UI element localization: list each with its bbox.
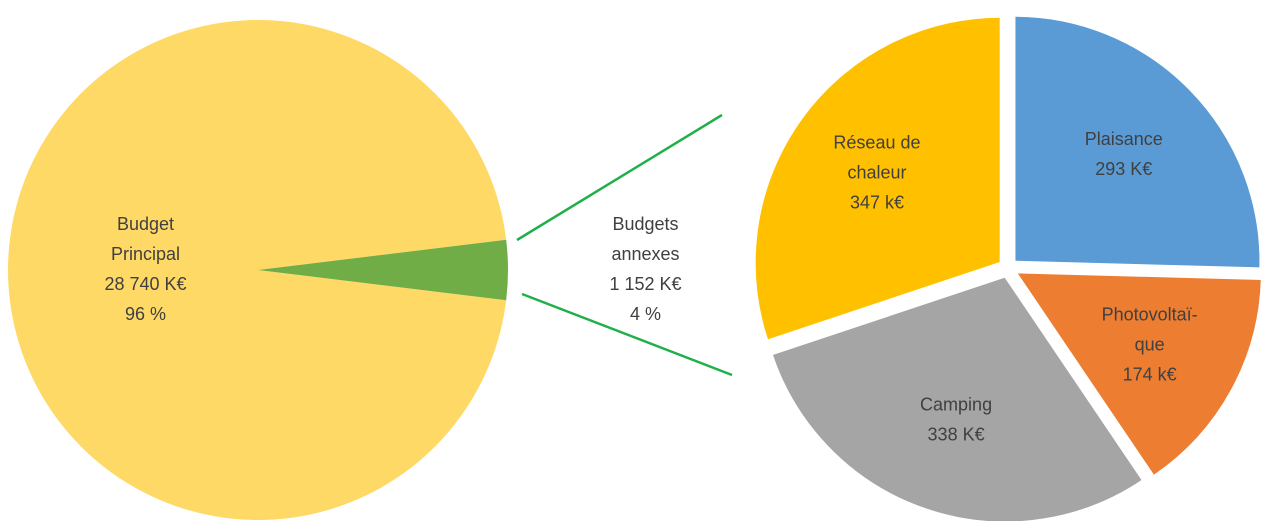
slice-label: Budget xyxy=(117,214,174,234)
slice-label: Photovoltaï- xyxy=(1102,304,1198,324)
pie-slice xyxy=(1013,271,1263,478)
slice-label: Plaisance xyxy=(1085,129,1163,149)
slice-label: Principal xyxy=(111,244,180,264)
slice-label: Réseau de xyxy=(833,132,920,152)
connector-line xyxy=(516,113,723,242)
pie-slice xyxy=(770,275,1145,521)
value-label: 28 740 K€ xyxy=(104,274,186,294)
pie-slice xyxy=(753,15,1002,342)
value-label: 347 k€ xyxy=(850,192,904,212)
value-label: 174 k€ xyxy=(1123,364,1177,384)
slice-label: que xyxy=(1135,334,1165,354)
pie-slice xyxy=(8,19,507,521)
pie-slice xyxy=(1013,14,1262,270)
percent-label: 4 % xyxy=(630,304,661,324)
pie-slice xyxy=(258,239,508,301)
value-label: 1 152 K€ xyxy=(609,274,681,294)
slice-label: annexes xyxy=(611,244,679,264)
value-label: 338 K€ xyxy=(928,425,985,445)
connector-line xyxy=(521,292,733,377)
slice-label: Budgets xyxy=(612,214,678,234)
slice-label: chaleur xyxy=(847,162,906,182)
value-label: 293 K€ xyxy=(1095,159,1152,179)
slice-label: Camping xyxy=(920,395,992,415)
percent-label: 96 % xyxy=(125,304,166,324)
